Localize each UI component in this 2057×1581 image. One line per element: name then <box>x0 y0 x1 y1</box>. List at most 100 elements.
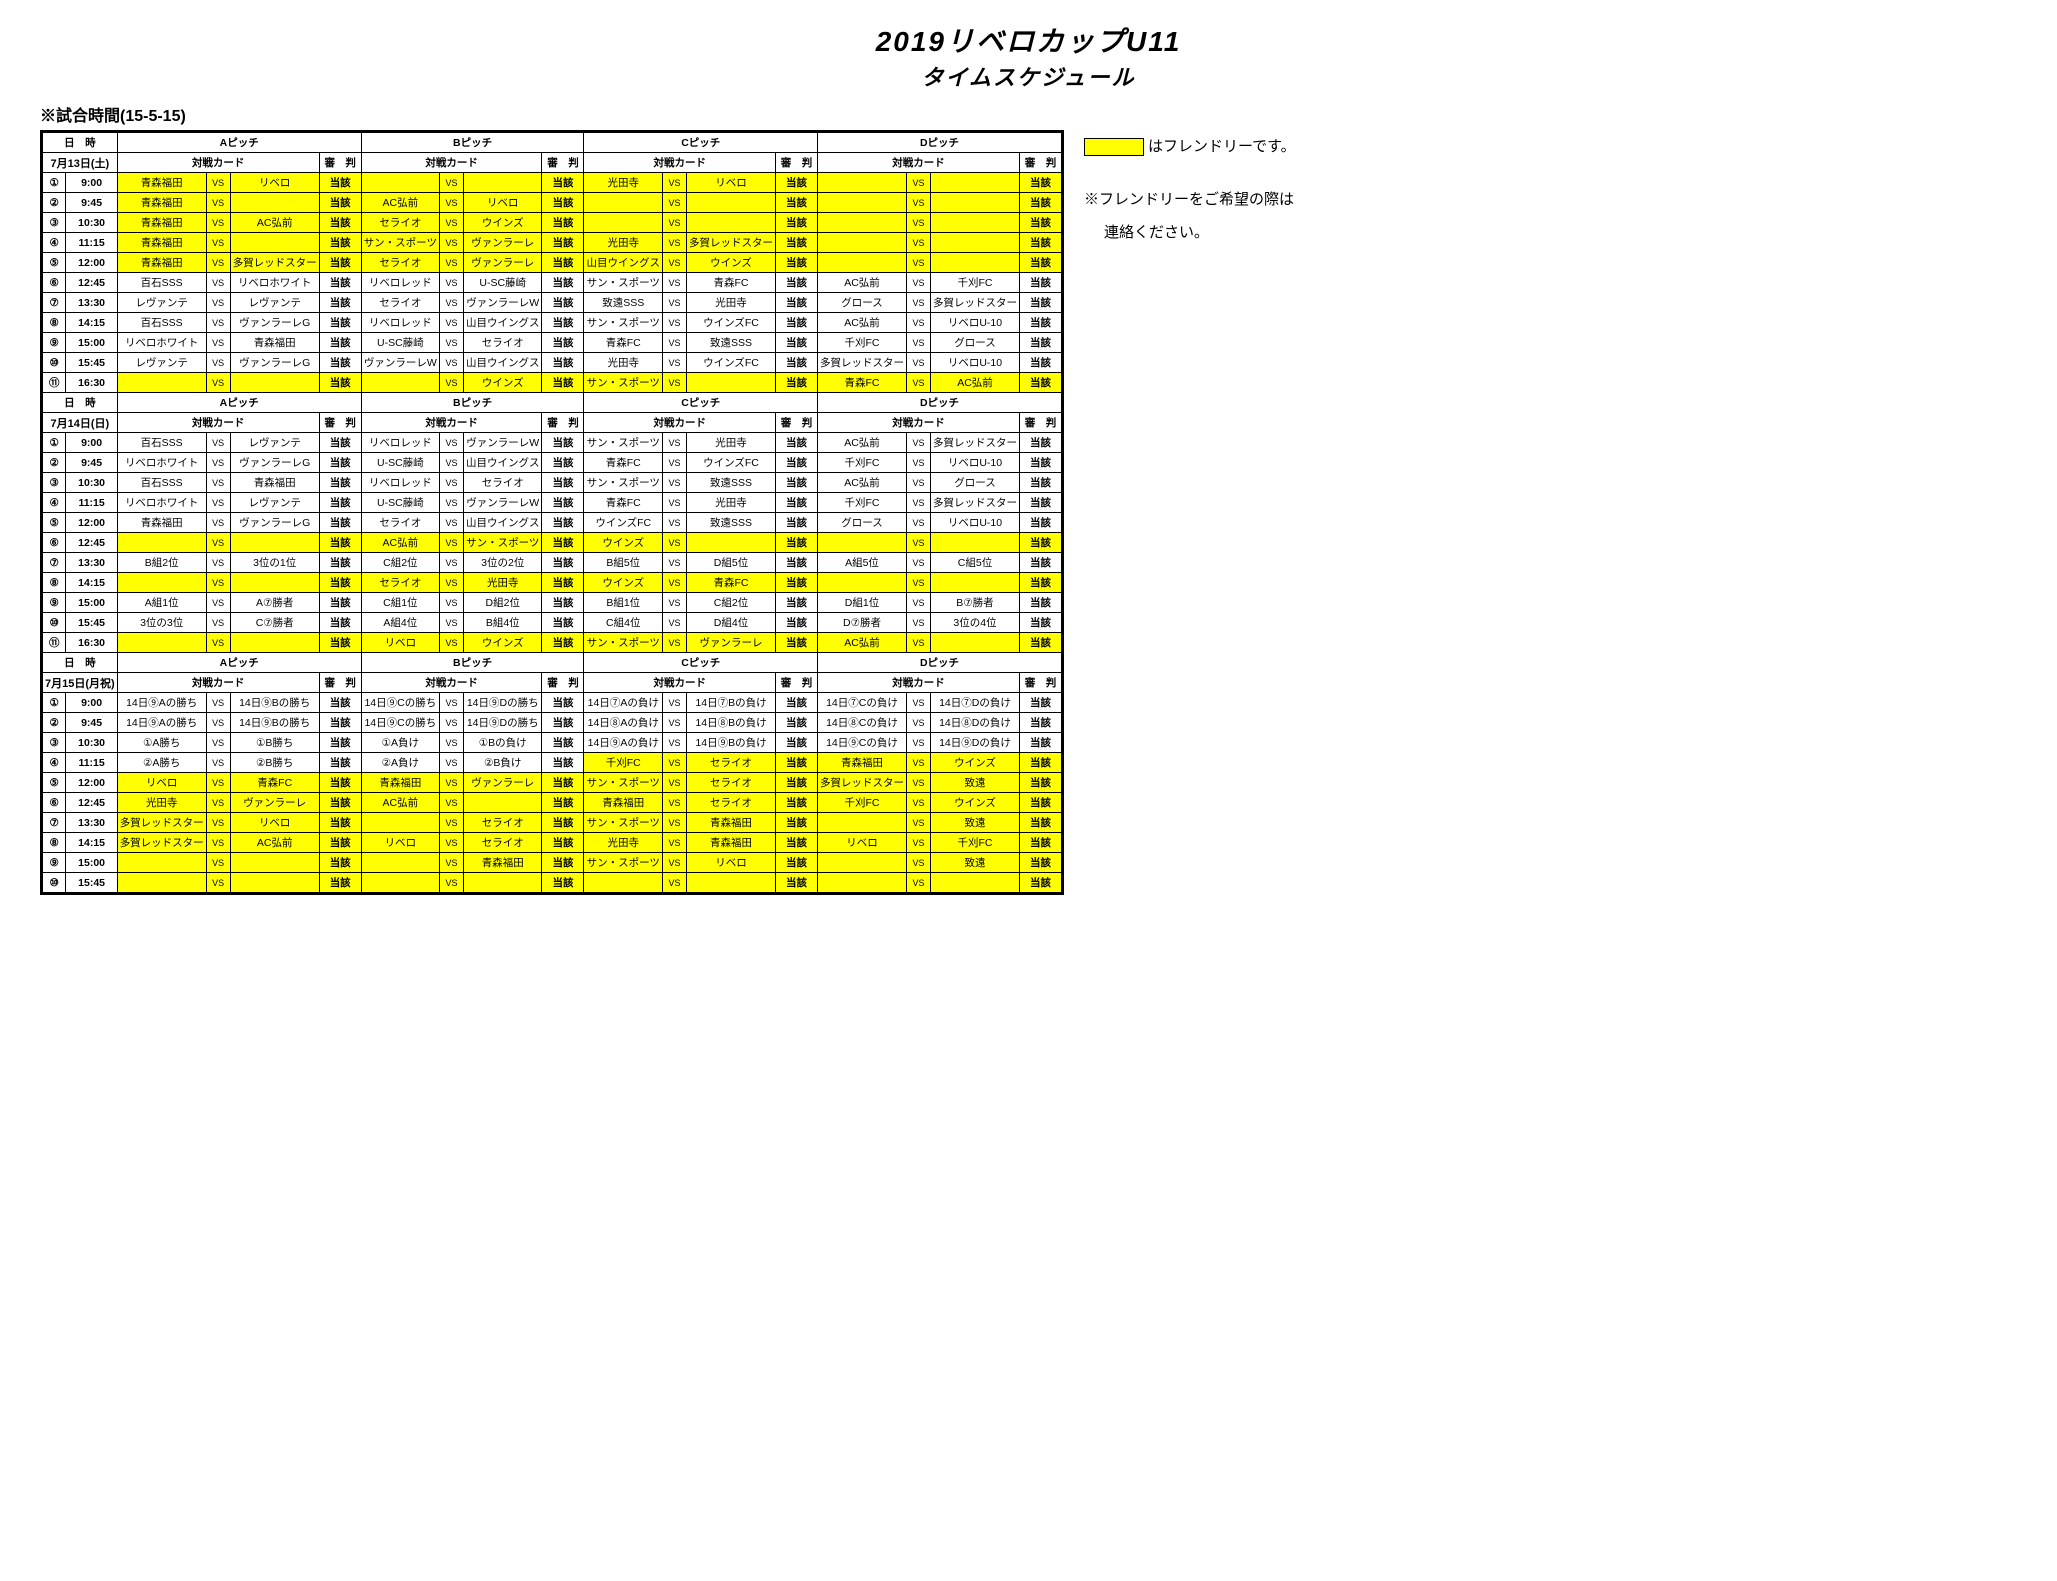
referee-cell: 当該 <box>542 273 584 293</box>
team-b: B⑦勝者 <box>930 593 1019 613</box>
referee-cell: 当該 <box>775 713 817 733</box>
referee-cell: 当該 <box>319 493 361 513</box>
team-a: 14日⑧Cの負け <box>817 713 906 733</box>
vs-label: VS <box>906 833 930 853</box>
team-b: ウインズ <box>686 253 775 273</box>
referee-cell: 当該 <box>542 833 584 853</box>
team-b: セライオ <box>463 833 542 853</box>
pitch-header: Bピッチ <box>361 393 584 413</box>
team-a <box>584 213 663 233</box>
referee-cell: 当該 <box>775 253 817 273</box>
referee-cell: 当該 <box>319 513 361 533</box>
team-b: 山目ウイングス <box>463 313 542 333</box>
team-b: リベロ <box>463 193 542 213</box>
team-b: レヴァンテ <box>230 293 319 313</box>
vs-label: VS <box>906 813 930 833</box>
team-a: 千刈FC <box>817 793 906 813</box>
team-b: 千刈FC <box>930 273 1019 293</box>
referee-cell: 当該 <box>319 333 361 353</box>
team-b: 14日⑦Bの負け <box>686 693 775 713</box>
referee-header: 審 判 <box>542 153 584 173</box>
team-a: 青森福田 <box>117 253 206 273</box>
team-b: D組2位 <box>463 593 542 613</box>
vs-label: VS <box>662 713 686 733</box>
team-b: 多賀レッドスター <box>230 253 319 273</box>
team-b: ①B勝ち <box>230 733 319 753</box>
team-b: 青森福田 <box>230 473 319 493</box>
schedule-table: 日 時AピッチBピッチCピッチDピッチ7月13日(土)対戦カード審 判対戦カード… <box>42 132 1062 893</box>
row-number: ⑨ <box>43 333 66 353</box>
vs-label: VS <box>662 313 686 333</box>
referee-cell: 当該 <box>1019 733 1061 753</box>
team-a: セライオ <box>361 253 439 273</box>
row-time: 12:45 <box>66 793 117 813</box>
team-a <box>817 853 906 873</box>
team-b: リベロホワイト <box>230 273 319 293</box>
referee-cell: 当該 <box>775 273 817 293</box>
team-b <box>686 213 775 233</box>
row-time: 12:45 <box>66 533 117 553</box>
team-a: ウインズFC <box>584 513 663 533</box>
team-a: レヴァンテ <box>117 353 206 373</box>
row-number: ⑥ <box>43 533 66 553</box>
referee-cell: 当該 <box>775 833 817 853</box>
team-b: ヴァンラーレ <box>686 633 775 653</box>
team-b: セライオ <box>686 793 775 813</box>
pitch-header: Cピッチ <box>584 133 818 153</box>
team-b <box>930 573 1019 593</box>
vs-label: VS <box>906 513 930 533</box>
team-a: サン・スポーツ <box>584 473 663 493</box>
referee-cell: 当該 <box>1019 333 1061 353</box>
team-b: A⑦勝者 <box>230 593 319 613</box>
team-a: リベロ <box>817 833 906 853</box>
referee-cell: 当該 <box>319 433 361 453</box>
team-b: D組4位 <box>686 613 775 633</box>
row-number: ⑩ <box>43 353 66 373</box>
team-a: 14日⑨Cの勝ち <box>361 693 439 713</box>
referee-cell: 当該 <box>319 773 361 793</box>
team-a: D⑦勝者 <box>817 613 906 633</box>
vs-label: VS <box>439 833 463 853</box>
row-number: ⑦ <box>43 293 66 313</box>
referee-cell: 当該 <box>542 793 584 813</box>
vs-label: VS <box>206 433 230 453</box>
referee-cell: 当該 <box>775 353 817 373</box>
team-b: ウインズFC <box>686 353 775 373</box>
team-a: リベロレッド <box>361 473 439 493</box>
referee-header: 審 判 <box>775 673 817 693</box>
team-a: 光田寺 <box>584 173 663 193</box>
row-number: ④ <box>43 493 66 513</box>
team-a: 光田寺 <box>584 353 663 373</box>
referee-cell: 当該 <box>1019 313 1061 333</box>
team-b <box>930 173 1019 193</box>
referee-cell: 当該 <box>775 233 817 253</box>
card-header: 対戦カード <box>361 673 542 693</box>
team-b: ヴァンラーレG <box>230 353 319 373</box>
referee-cell: 当該 <box>542 433 584 453</box>
team-b: 多賀レッドスター <box>930 293 1019 313</box>
datetime-header: 日 時 <box>43 393 118 413</box>
row-time: 11:15 <box>66 493 117 513</box>
team-a: ヴァンラーレW <box>361 353 439 373</box>
team-b: リベロU-10 <box>930 313 1019 333</box>
pitch-header: Aピッチ <box>117 133 361 153</box>
referee-cell: 当該 <box>1019 833 1061 853</box>
vs-label: VS <box>662 173 686 193</box>
referee-cell: 当該 <box>542 753 584 773</box>
pitch-header: Bピッチ <box>361 653 584 673</box>
row-number: ③ <box>43 473 66 493</box>
team-b <box>930 533 1019 553</box>
team-b: 山目ウイングス <box>463 513 542 533</box>
team-b: セライオ <box>463 473 542 493</box>
vs-label: VS <box>206 833 230 853</box>
vs-label: VS <box>439 853 463 873</box>
vs-label: VS <box>662 553 686 573</box>
team-a <box>117 853 206 873</box>
row-time: 13:30 <box>66 293 117 313</box>
team-b: セライオ <box>686 773 775 793</box>
vs-label: VS <box>662 213 686 233</box>
team-b: 3位の2位 <box>463 553 542 573</box>
team-b: ヴァンラーレ <box>463 773 542 793</box>
team-b: D組5位 <box>686 553 775 573</box>
team-b: ヴァンラーレG <box>230 513 319 533</box>
